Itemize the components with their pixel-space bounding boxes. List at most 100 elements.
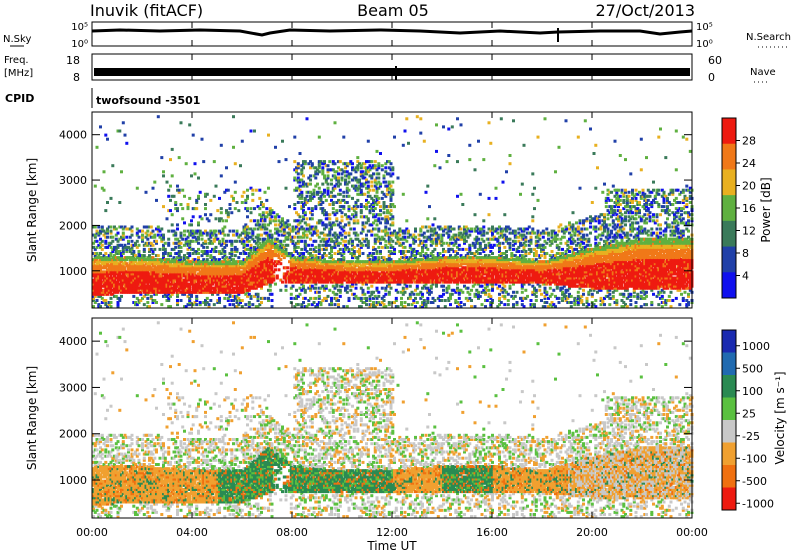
power-cell <box>254 256 258 260</box>
power-cell <box>205 258 209 262</box>
power-cell <box>260 227 263 231</box>
power-cell <box>186 256 190 260</box>
power-cell <box>118 256 122 260</box>
power-cell <box>134 254 137 258</box>
power-cell <box>146 292 150 296</box>
power-cell <box>97 254 101 258</box>
power-cell <box>310 192 314 196</box>
beam-title: Beam 05 <box>357 1 429 20</box>
power-cell <box>153 235 157 239</box>
power-cell <box>135 280 139 284</box>
power-cell <box>344 231 347 235</box>
power-cell <box>209 266 213 270</box>
power-cell <box>253 207 256 211</box>
power-cell <box>268 239 272 243</box>
power-cell <box>155 239 158 243</box>
power-cell <box>170 288 174 292</box>
power-cell <box>211 292 214 296</box>
power-cell <box>190 268 193 272</box>
power-cell <box>230 243 234 247</box>
power-cell <box>144 278 148 282</box>
power-cell <box>149 278 153 282</box>
power-cell <box>158 264 162 268</box>
power-cell <box>260 217 263 221</box>
power-cell <box>111 239 115 243</box>
power-cell <box>130 225 134 229</box>
power-cell <box>163 282 167 286</box>
power-cell <box>207 272 211 276</box>
power-cell <box>359 203 363 206</box>
power-cell <box>401 286 405 290</box>
power-cell <box>218 241 221 245</box>
power-cell <box>156 280 160 284</box>
power-cell <box>202 274 206 278</box>
power-cell <box>167 229 171 233</box>
power-cell <box>247 284 251 288</box>
power-cell <box>260 250 263 253</box>
power-cell <box>162 170 165 174</box>
power-cell <box>151 270 155 274</box>
power-cell <box>92 262 95 266</box>
power-cell <box>169 288 172 292</box>
power-cell <box>195 260 199 264</box>
power-cell <box>205 296 209 300</box>
power-cell <box>170 260 174 264</box>
power-cell <box>204 264 207 268</box>
power-cell <box>233 290 237 294</box>
power-cell <box>268 274 272 278</box>
power-cell <box>226 264 230 268</box>
power-cell <box>223 262 227 266</box>
power-cell <box>212 264 216 268</box>
power-cell <box>170 247 174 251</box>
power-cell <box>246 237 249 241</box>
power-cell <box>305 182 309 186</box>
power-cell <box>128 262 132 266</box>
power-cell <box>198 270 202 274</box>
power-cell <box>99 260 102 264</box>
power-cell <box>92 284 95 288</box>
power-cell <box>314 225 318 229</box>
power-cell <box>148 254 151 258</box>
power-cell <box>379 182 382 186</box>
power-cell <box>309 166 312 170</box>
power-cell <box>310 207 314 211</box>
power-cell <box>309 182 312 186</box>
power-cell <box>148 276 151 280</box>
power-cell <box>260 258 263 262</box>
power-cell <box>249 280 253 284</box>
power-cell <box>286 231 290 235</box>
power-cell <box>239 252 242 255</box>
power-cell <box>216 270 220 274</box>
power-cell <box>197 278 200 282</box>
power-cell <box>426 184 430 188</box>
power-cell <box>93 278 97 282</box>
power-cell <box>256 294 260 298</box>
power-cell <box>240 280 244 284</box>
power-cell <box>366 184 370 188</box>
power-cell <box>282 272 286 276</box>
power-cell <box>305 305 309 309</box>
power-cell <box>289 266 293 270</box>
power-cell <box>284 250 288 253</box>
power-cell <box>289 239 293 243</box>
power-cell <box>249 219 253 223</box>
power-cell <box>225 292 228 296</box>
power-cell <box>116 286 120 290</box>
power-cell <box>111 235 115 239</box>
power-cell <box>284 274 288 278</box>
power-cell <box>197 258 200 262</box>
power-cell <box>302 270 305 274</box>
power-cell <box>134 290 137 294</box>
power-cell <box>300 207 304 211</box>
power-cell <box>433 247 437 251</box>
power-cell <box>118 274 122 278</box>
power-cell <box>284 158 288 162</box>
power-cell <box>244 235 248 239</box>
power-cell <box>223 245 227 249</box>
power-cell <box>211 264 214 268</box>
power-cell <box>279 258 283 262</box>
power-cell <box>366 217 370 221</box>
power-cell <box>106 272 109 276</box>
power-cell <box>310 260 314 264</box>
power-cell <box>191 252 195 255</box>
